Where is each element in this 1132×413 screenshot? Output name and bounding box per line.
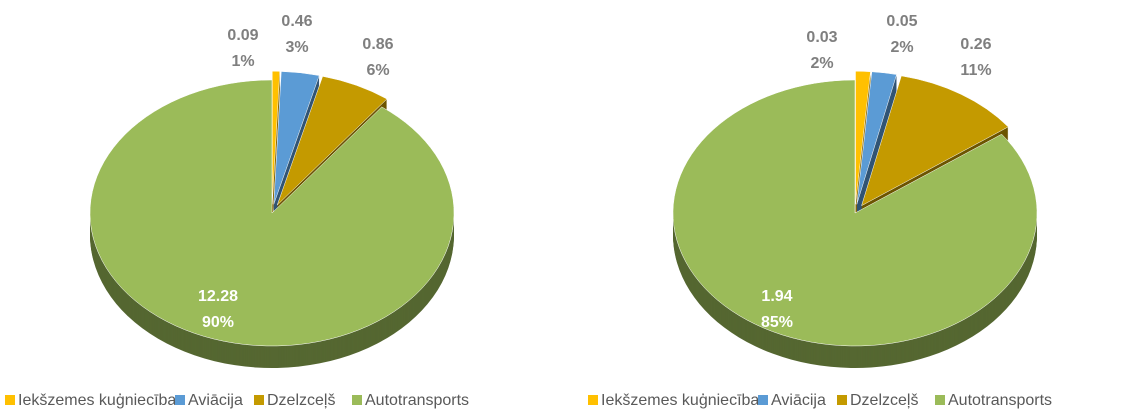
legend-label: Dzelzceļš (267, 392, 335, 409)
data-label-value: 0.46 (281, 13, 312, 30)
legend-label: Aviācija (188, 392, 243, 409)
data-label-value: 0.86 (362, 36, 393, 53)
slice (855, 70, 871, 205)
legend-label: Dzelzceļš (850, 392, 918, 409)
data-label-percent: 11% (960, 62, 991, 79)
data-label-percent: 85% (761, 314, 793, 331)
data-label-value: 12.28 (198, 288, 238, 305)
legend-swatch (254, 395, 264, 405)
pie-chart: 0.09 1% 0.46 3% 0.86 6% 12.28 90% Iekšzemes kuģn… (5, 13, 469, 409)
legend-label: Autotransports (365, 392, 469, 409)
data-label-percent: 2% (890, 39, 913, 56)
slice (271, 70, 281, 205)
legend-swatch (837, 395, 847, 405)
legend-swatch (5, 395, 15, 405)
data-label-percent: 2% (810, 55, 833, 72)
slice (861, 75, 1009, 207)
data-label-percent: 1% (231, 53, 254, 70)
data-label-percent: 3% (285, 39, 308, 56)
data-label-value: 1.94 (761, 288, 792, 305)
legend-swatch (588, 395, 598, 405)
legend-swatch (175, 395, 185, 405)
legend-label: Autotransports (948, 392, 1052, 409)
legend-label: Iekšzemes kuģniecība (601, 391, 759, 409)
data-label-percent: 90% (202, 314, 234, 331)
data-label-value: 0.26 (960, 36, 991, 53)
legend-label: Iekšzemes kuģniecība (18, 391, 176, 409)
data-label-value: 0.05 (886, 13, 917, 30)
data-label-value: 0.03 (806, 29, 837, 46)
data-label-value: 0.09 (227, 27, 258, 44)
slice (672, 79, 1038, 347)
legend-swatch (935, 395, 945, 405)
slice (276, 76, 388, 206)
legend-swatch (758, 395, 768, 405)
legend-label: Aviācija (771, 392, 826, 409)
legend-swatch (352, 395, 362, 405)
slice (89, 79, 455, 347)
slice (273, 71, 320, 205)
data-label-percent: 6% (366, 62, 389, 79)
slice (856, 71, 897, 205)
pie-chart: 0.03 2% 0.05 2% 0.26 11% 1.94 85% Iekšzemes kuģn… (588, 13, 1052, 409)
